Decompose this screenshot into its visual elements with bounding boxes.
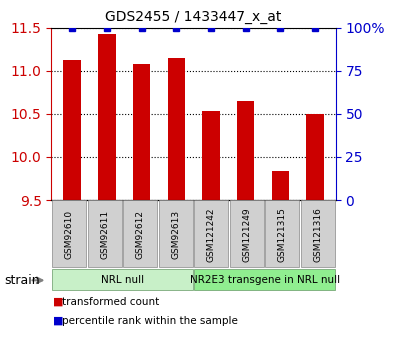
Text: GSM92610: GSM92610 xyxy=(65,210,73,259)
Text: ■: ■ xyxy=(53,316,64,326)
Bar xyxy=(237,101,254,200)
Text: GSM121242: GSM121242 xyxy=(207,207,216,262)
Text: strain: strain xyxy=(4,274,40,287)
Text: percentile rank within the sample: percentile rank within the sample xyxy=(62,316,238,326)
Text: GSM92611: GSM92611 xyxy=(100,210,109,259)
Text: GSM121315: GSM121315 xyxy=(278,207,287,262)
Bar xyxy=(167,58,185,200)
Text: GSM121316: GSM121316 xyxy=(314,207,322,262)
Text: ■: ■ xyxy=(53,297,64,307)
Text: GSM92613: GSM92613 xyxy=(171,210,180,259)
Text: NR2E3 transgene in NRL null: NR2E3 transgene in NRL null xyxy=(190,275,340,285)
Bar xyxy=(64,59,81,200)
Bar xyxy=(133,64,150,200)
Text: GSM121249: GSM121249 xyxy=(243,207,251,262)
Text: GSM92612: GSM92612 xyxy=(136,210,145,259)
Title: GDS2455 / 1433447_x_at: GDS2455 / 1433447_x_at xyxy=(105,10,282,24)
Bar xyxy=(306,114,324,200)
Text: NRL null: NRL null xyxy=(101,275,144,285)
Bar xyxy=(272,171,289,200)
Bar xyxy=(98,34,115,200)
Text: transformed count: transformed count xyxy=(62,297,160,307)
Bar xyxy=(202,111,220,200)
